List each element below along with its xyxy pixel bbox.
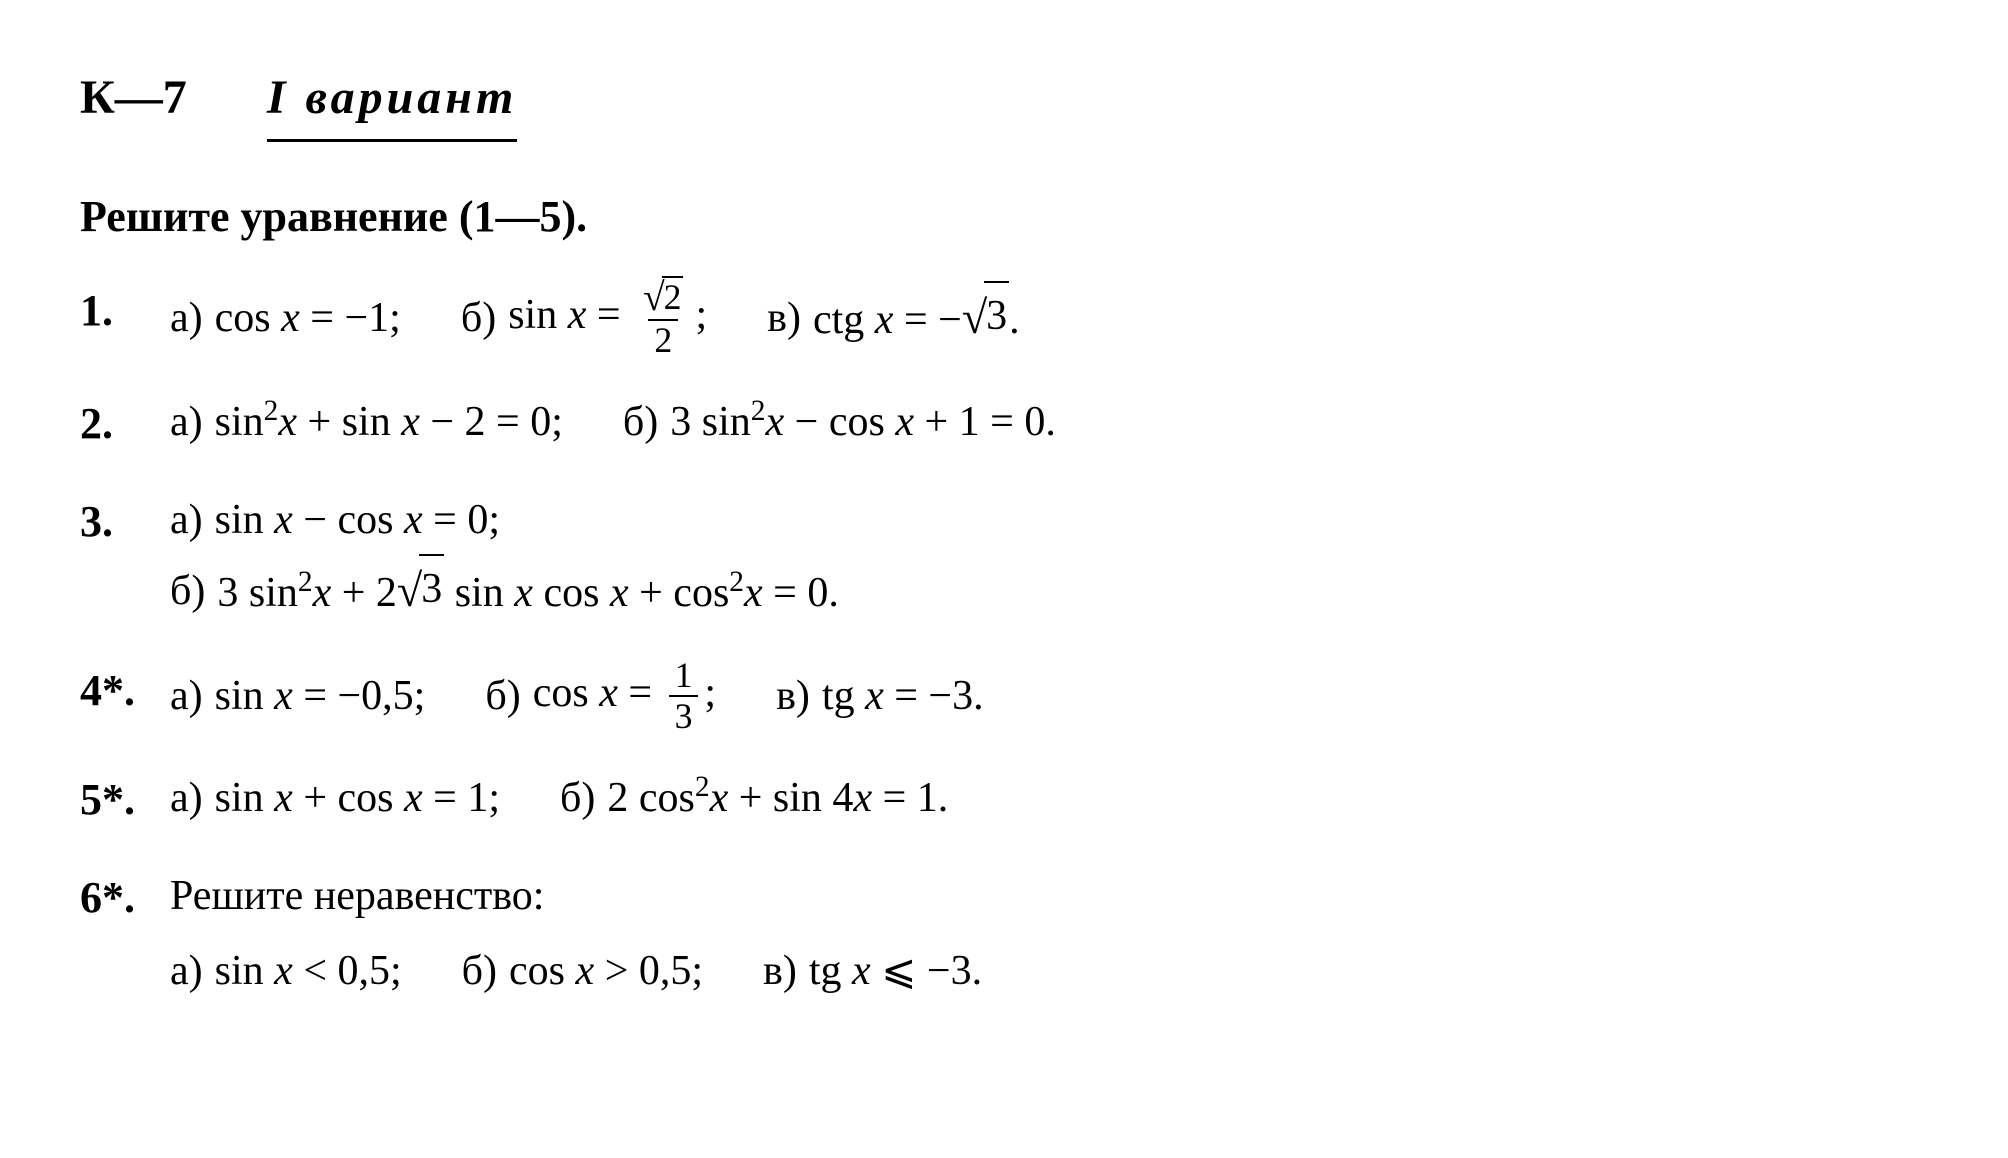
math-expr: tg x ⩽ −3. bbox=[809, 938, 982, 1005]
problem-number: 5*. bbox=[80, 765, 170, 835]
problem-2: 2. а) sin2x + sin x − 2 = 0; б) 3 sin2x … bbox=[80, 389, 1928, 459]
problem-body: а) sin x − cos x = 0; б) 3 sin2x + 2√3 s… bbox=[170, 487, 1928, 628]
part-b: б) sin x = √2 2 ; bbox=[461, 276, 707, 360]
part-label: а) bbox=[170, 663, 203, 730]
math-expr: tg x = −3. bbox=[822, 663, 984, 730]
math-expr: cos x = 1 3 ; bbox=[533, 656, 716, 737]
header-code: К—7 bbox=[80, 60, 187, 137]
math-expr: 2 cos2x + sin 4x = 1. bbox=[607, 765, 948, 832]
problem-number: 1. bbox=[80, 276, 170, 346]
part-label: а) bbox=[170, 389, 203, 456]
problem-number: 6*. bbox=[80, 863, 170, 933]
problem-body: а) cos x = −1; б) sin x = √2 2 ; в) ctg … bbox=[170, 276, 1928, 360]
part-a: а) sin x − cos x = 0; bbox=[170, 487, 1928, 554]
fraction: √2 2 bbox=[637, 276, 689, 360]
math-expr: sin x < 0,5; bbox=[215, 938, 402, 1005]
math-expr: sin x − cos x = 0; bbox=[215, 487, 500, 554]
part-label: б) bbox=[170, 558, 205, 625]
problem-body: Решите неравенство: а) sin x < 0,5; б) c… bbox=[170, 863, 1928, 1005]
part-a: а) sin x < 0,5; bbox=[170, 938, 402, 1005]
part-c: в) ctg x = −√3. bbox=[767, 281, 1020, 355]
sub-instruction: Решите неравенство: bbox=[170, 863, 1928, 930]
problem-6: 6*. Решите неравенство: а) sin x < 0,5; … bbox=[80, 863, 1928, 1005]
math-expr: 3 sin2x + 2√3 sin x cos x + cos2x = 0. bbox=[217, 554, 838, 628]
problem-number: 4*. bbox=[80, 656, 170, 726]
math-expr: cos x > 0,5; bbox=[509, 938, 703, 1005]
part-b: б) cos x = 1 3 ; bbox=[485, 656, 716, 737]
part-label: б) bbox=[462, 938, 497, 1005]
part-label: а) bbox=[170, 938, 203, 1005]
header: К—7 I вариант bbox=[80, 60, 1928, 142]
part-label: а) bbox=[170, 285, 203, 352]
part-c: в) tg x ⩽ −3. bbox=[763, 938, 982, 1005]
math-expr: cos x = −1; bbox=[215, 285, 401, 352]
problem-5: 5*. а) sin x + cos x = 1; б) 2 cos2x + s… bbox=[80, 765, 1928, 835]
part-label: б) bbox=[560, 765, 595, 832]
parts-row: а) sin x < 0,5; б) cos x > 0,5; в) tg x … bbox=[170, 938, 1928, 1005]
problem-1: 1. а) cos x = −1; б) sin x = √2 2 ; в) c… bbox=[80, 276, 1928, 360]
part-c: в) tg x = −3. bbox=[776, 663, 984, 730]
part-label: в) bbox=[776, 663, 810, 730]
problem-number: 3. bbox=[80, 487, 170, 557]
math-expr: 3 sin2x − cos x + 1 = 0. bbox=[670, 389, 1056, 456]
part-label: б) bbox=[485, 663, 520, 730]
problem-3: 3. а) sin x − cos x = 0; б) 3 sin2x + 2√… bbox=[80, 487, 1928, 628]
math-expr: sin x = √2 2 ; bbox=[508, 276, 707, 360]
part-label: а) bbox=[170, 765, 203, 832]
part-label: в) bbox=[767, 285, 801, 352]
math-expr: ctg x = −√3. bbox=[813, 281, 1020, 355]
part-label: в) bbox=[763, 938, 797, 1005]
problem-number: 2. bbox=[80, 389, 170, 459]
fraction: 1 3 bbox=[669, 656, 699, 737]
part-label: а) bbox=[170, 487, 203, 554]
part-label: б) bbox=[461, 285, 496, 352]
part-b: б) 3 sin2x − cos x + 1 = 0. bbox=[623, 389, 1056, 456]
problem-body: а) sin x + cos x = 1; б) 2 cos2x + sin 4… bbox=[170, 765, 1928, 832]
main-instruction: Решите уравнение (1—5). bbox=[80, 182, 1928, 252]
math-expr: sin2x + sin x − 2 = 0; bbox=[215, 389, 563, 456]
part-a: а) cos x = −1; bbox=[170, 285, 401, 352]
math-expr: sin x = −0,5; bbox=[215, 663, 426, 730]
problem-body: а) sin x = −0,5; б) cos x = 1 3 ; в) tg … bbox=[170, 656, 1928, 737]
part-a: а) sin x + cos x = 1; bbox=[170, 765, 500, 832]
part-b: б) 2 cos2x + sin 4x = 1. bbox=[560, 765, 948, 832]
problem-body: а) sin2x + sin x − 2 = 0; б) 3 sin2x − c… bbox=[170, 389, 1928, 456]
part-b: б) cos x > 0,5; bbox=[462, 938, 703, 1005]
part-a: а) sin x = −0,5; bbox=[170, 663, 425, 730]
math-expr: sin x + cos x = 1; bbox=[215, 765, 500, 832]
part-a: а) sin2x + sin x − 2 = 0; bbox=[170, 389, 563, 456]
header-variant: I вариант bbox=[267, 60, 517, 142]
part-label: б) bbox=[623, 389, 658, 456]
part-b: б) 3 sin2x + 2√3 sin x cos x + cos2x = 0… bbox=[170, 554, 1928, 628]
problem-4: 4*. а) sin x = −0,5; б) cos x = 1 3 ; в)… bbox=[80, 656, 1928, 737]
